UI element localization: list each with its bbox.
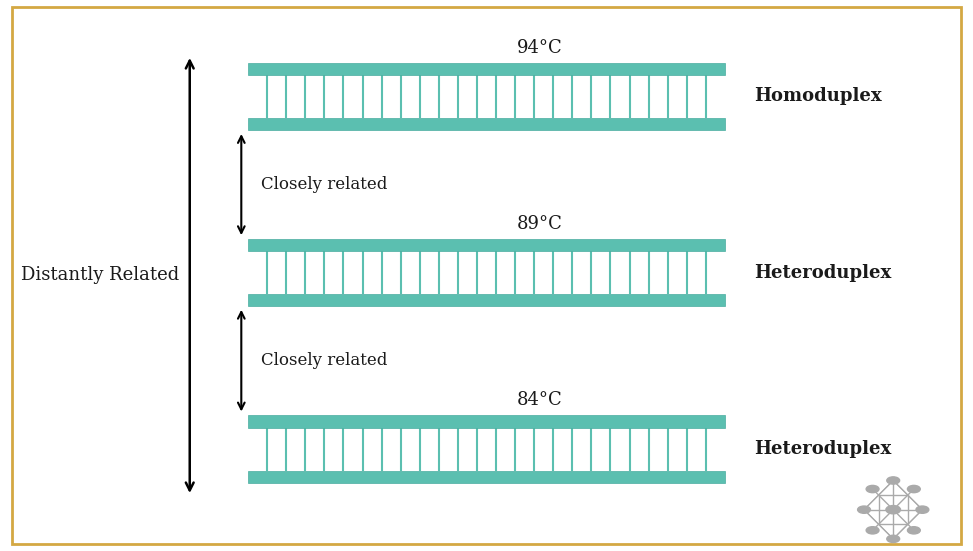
Circle shape [866,527,879,534]
Circle shape [886,506,901,514]
Text: Closely related: Closely related [261,352,387,369]
Text: 84°C: 84°C [517,391,563,409]
Circle shape [916,506,929,514]
Text: Closely related: Closely related [261,176,387,193]
Circle shape [908,485,920,493]
Bar [248,471,725,483]
Circle shape [866,485,879,493]
Text: Distantly Related: Distantly Related [21,267,180,284]
Text: 94°C: 94°C [517,39,563,57]
Bar [248,239,725,251]
Bar [248,415,725,428]
Circle shape [908,527,920,534]
Text: Homoduplex: Homoduplex [754,88,882,105]
Circle shape [886,535,900,543]
Circle shape [886,477,900,484]
Circle shape [857,506,871,514]
Text: 89°C: 89°C [517,215,563,233]
Bar [248,63,725,75]
Bar [248,294,725,306]
Text: Heteroduplex: Heteroduplex [754,440,891,458]
Bar [248,118,725,130]
Text: Heteroduplex: Heteroduplex [754,264,891,282]
